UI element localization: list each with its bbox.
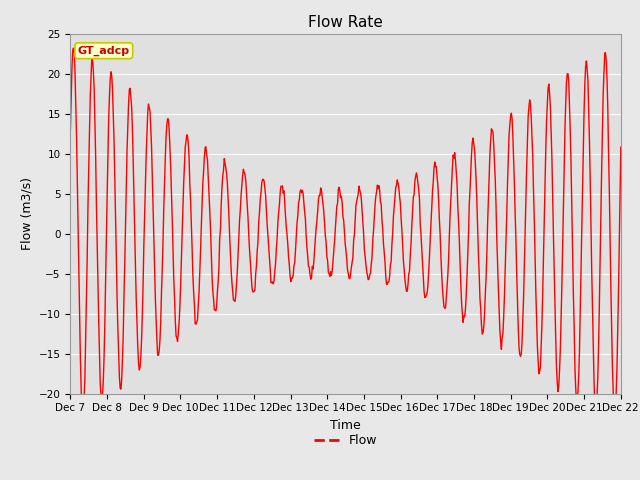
Legend: Flow: Flow — [309, 429, 382, 452]
X-axis label: Time: Time — [330, 419, 361, 432]
Title: Flow Rate: Flow Rate — [308, 15, 383, 30]
Text: GT_adcp: GT_adcp — [77, 46, 130, 56]
Y-axis label: Flow (m3/s): Flow (m3/s) — [20, 177, 33, 250]
